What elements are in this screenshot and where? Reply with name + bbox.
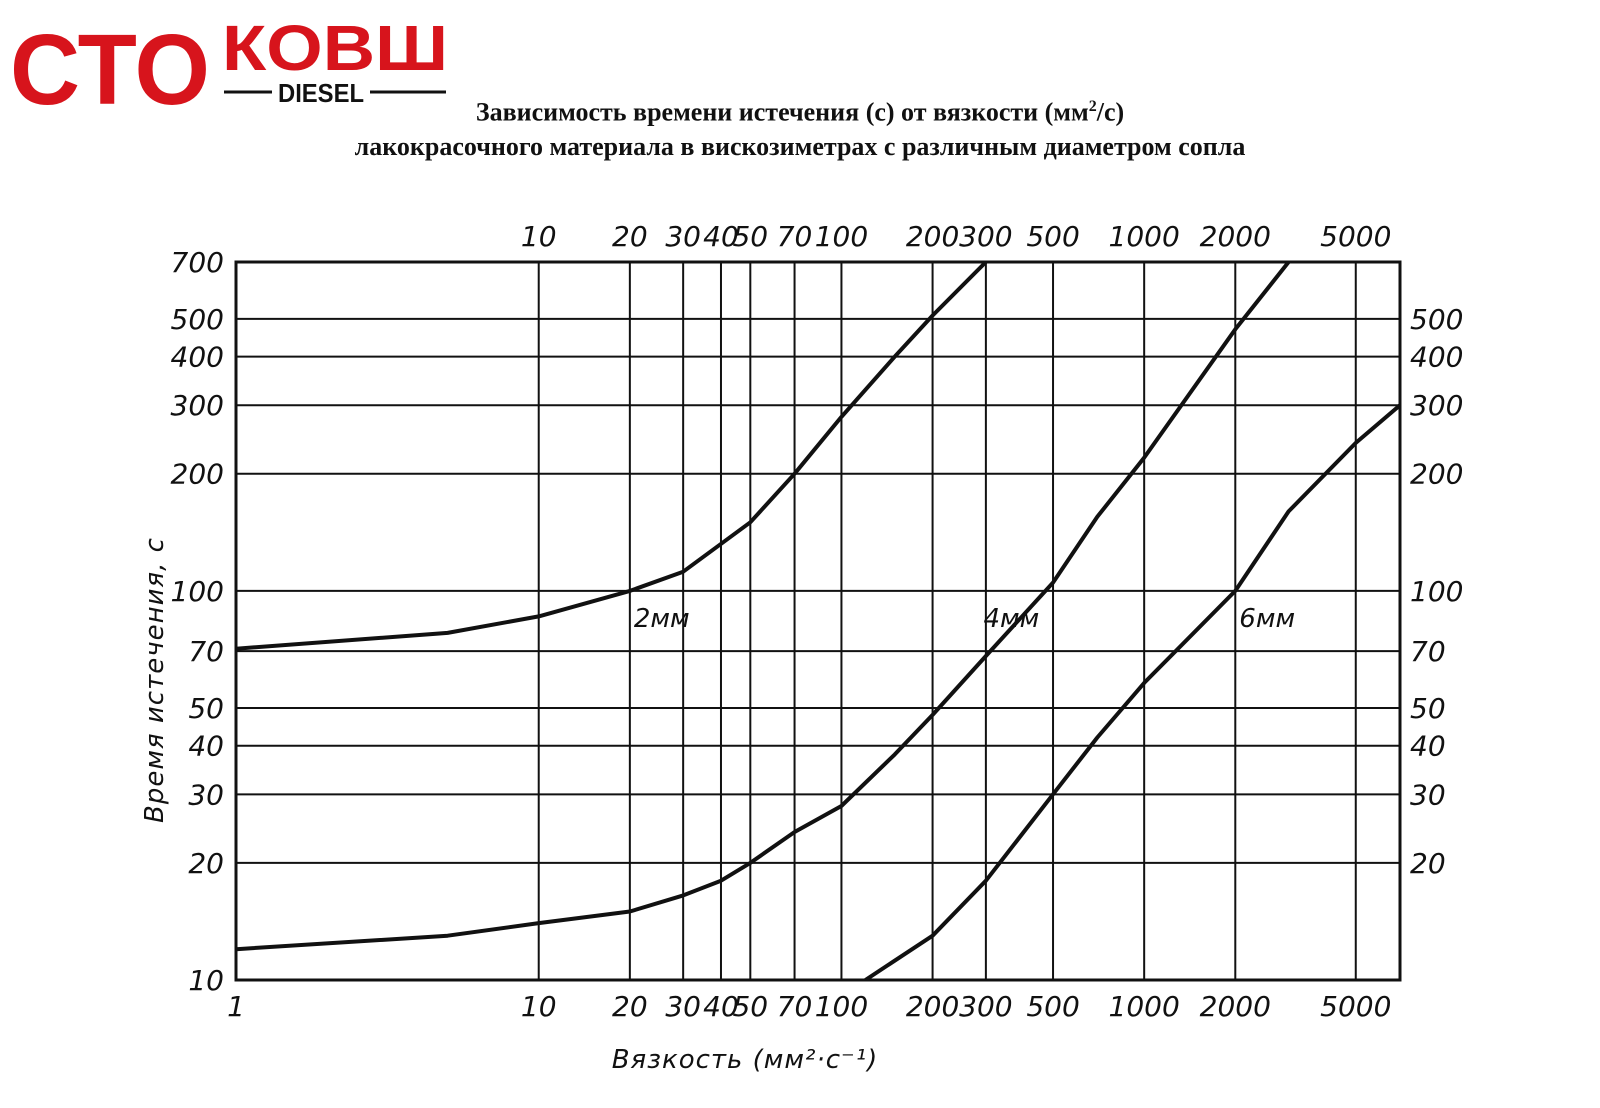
x-tick-label-top: 50 (732, 220, 768, 253)
x-tick-label-top: 100 (815, 220, 868, 253)
y-tick-label-left: 50 (188, 692, 224, 725)
logo-sto-text: СТО (10, 14, 210, 118)
x-tick-label-bottom: 500 (1026, 990, 1079, 1023)
x-tick-label-top: 20 (612, 220, 648, 253)
chart-title: Зависимость времени истечения (с) от вяз… (200, 90, 1400, 164)
y-tick-label-right: 70 (1410, 635, 1446, 668)
x-tick-label-bottom: 200 (906, 990, 959, 1023)
x-tick-label-bottom: 300 (959, 990, 1012, 1023)
series-label: 4мм (983, 604, 1039, 634)
x-tick-label-top: 30 (665, 220, 701, 253)
y-tick-label-left: 30 (188, 778, 224, 811)
x-tick-label-top: 1000 (1109, 220, 1180, 253)
y-tick-label-right: 40 (1410, 730, 1446, 763)
chart-curves: 2мм 4мм 6мм (236, 262, 1400, 980)
x-tick-label-top: 300 (959, 220, 1012, 253)
x-tick-label-bottom: 2000 (1200, 990, 1271, 1023)
y-tick-label-left: 10 (188, 964, 224, 997)
y-tick-label-right: 500 (1410, 303, 1463, 336)
y-tick-label-right: 100 (1410, 575, 1463, 608)
y-tick-label-left: 70 (188, 635, 224, 668)
x-tick-label-top: 200 (906, 220, 959, 253)
y-tick-label-left: 400 (171, 341, 224, 374)
y-tick-label-right: 50 (1410, 692, 1446, 725)
y-tick-label-left: 700 (171, 246, 224, 279)
series-line (236, 262, 1291, 952)
y-axis-label: Время истечения, с (140, 537, 170, 823)
y-tick-label-right: 200 (1410, 458, 1463, 491)
y-tick-label-left: 200 (171, 458, 224, 491)
series-line (864, 403, 1400, 980)
x-tick-label-bottom: 100 (815, 990, 868, 1023)
chart-title-line-2: лакокрасочного материала в вискозиметрах… (354, 131, 1246, 161)
y-tick-label-right: 300 (1410, 389, 1463, 422)
chart-title-line-1: Зависимость времени истечения (с) от вяз… (475, 97, 1125, 127)
x-tick-label-bottom: 1 (227, 990, 245, 1023)
x-axis-label: Вязкость (мм²·с⁻¹) (612, 1045, 879, 1075)
x-tick-label-top: 40 (703, 220, 739, 253)
x-tick-label-bottom: 1000 (1109, 990, 1180, 1023)
logo-diesel-text: DIESEL (278, 78, 364, 108)
plot-frame (234, 260, 1402, 982)
y-tick-label-right: 400 (1410, 341, 1463, 374)
x-tick-label-top: 10 (521, 220, 557, 253)
x-tick-label-top: 5000 (1320, 220, 1391, 253)
y-tick-label-right: 30 (1410, 778, 1446, 811)
y-tick-label-left: 300 (171, 389, 224, 422)
logo-kovsh-text: КОВШ (222, 12, 448, 84)
x-tick-label-top: 2000 (1200, 220, 1271, 253)
x-tick-label-top: 500 (1026, 220, 1079, 253)
chart-grid (234, 260, 1402, 982)
x-tick-label-bottom: 20 (612, 990, 648, 1023)
x-tick-label-bottom: 5000 (1320, 990, 1391, 1023)
y-tick-label-left: 40 (188, 730, 224, 763)
x-tick-label-bottom: 10 (521, 990, 557, 1023)
x-tick-label-top: 70 (777, 220, 813, 253)
x-tick-label-bottom: 70 (777, 990, 813, 1023)
x-tick-label-bottom: 40 (703, 990, 739, 1023)
x-tick-label-bottom: 30 (665, 990, 701, 1023)
company-logo: СТО КОВШ DIESEL (10, 12, 448, 118)
series-label: 6мм (1239, 604, 1295, 634)
y-tick-label-left: 100 (171, 575, 224, 608)
y-tick-label-left: 500 (171, 303, 224, 336)
y-tick-label-right: 20 (1410, 847, 1446, 880)
series-label: 2мм (634, 604, 690, 634)
series-line (236, 262, 988, 651)
x-tick-label-bottom: 50 (732, 990, 768, 1023)
y-tick-label-left: 20 (188, 847, 224, 880)
